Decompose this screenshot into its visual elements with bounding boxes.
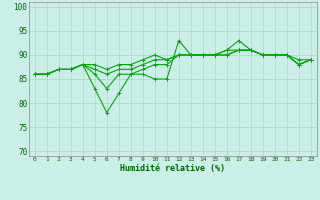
X-axis label: Humidité relative (%): Humidité relative (%) <box>120 164 225 173</box>
